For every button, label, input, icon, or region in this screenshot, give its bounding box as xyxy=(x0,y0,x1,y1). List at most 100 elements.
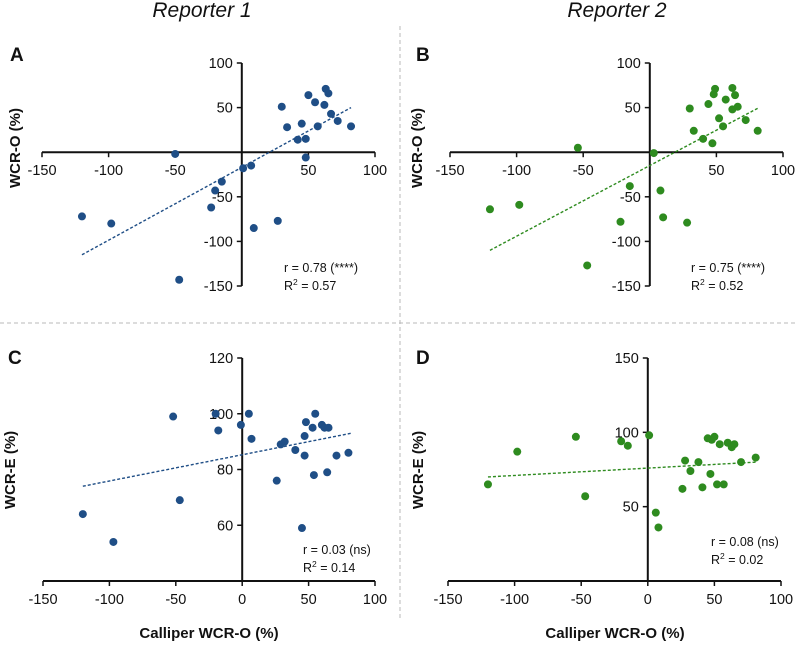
y-tick-label-b-4: 100 xyxy=(617,56,641,72)
x-tick-label-d-5: 100 xyxy=(769,592,793,608)
data-point-a-8 xyxy=(247,161,256,170)
data-point-c-15 xyxy=(300,451,309,460)
data-point-d-8 xyxy=(654,523,663,532)
data-point-a-25 xyxy=(347,122,356,131)
stat-r2-value-c: = 0.14 xyxy=(317,561,356,575)
data-point-a-1 xyxy=(107,219,116,228)
x-tick-label-a-4: 100 xyxy=(363,163,387,179)
data-point-c-14 xyxy=(300,432,309,441)
y-tick-label-b-0: -150 xyxy=(612,279,641,295)
data-point-a-6 xyxy=(217,177,226,186)
data-point-d-17 xyxy=(710,432,719,441)
data-point-c-2 xyxy=(169,412,178,421)
x-tick-label-c-3: 0 xyxy=(238,592,246,608)
stat-r2-superscript-b: 2 xyxy=(700,277,705,287)
data-point-a-23 xyxy=(327,109,336,118)
data-point-c-19 xyxy=(311,409,320,418)
y-tick-label-c-0: 60 xyxy=(217,518,233,534)
data-point-d-10 xyxy=(681,456,690,465)
data-point-a-14 xyxy=(297,119,306,128)
x-tick-label-b-1: -100 xyxy=(502,163,531,179)
x-tick-label-d-1: -100 xyxy=(500,592,529,608)
data-point-c-22 xyxy=(323,468,332,477)
x-tick-label-a-1: -100 xyxy=(94,163,123,179)
data-point-d-20 xyxy=(719,480,728,489)
data-point-b-6 xyxy=(649,149,658,158)
data-point-b-17 xyxy=(715,114,724,123)
column-title-reporter-2: Reporter 2 xyxy=(567,0,667,22)
data-point-b-9 xyxy=(683,218,692,227)
data-point-b-8 xyxy=(659,213,668,222)
trend-line-c xyxy=(82,432,352,487)
data-point-d-6 xyxy=(645,431,654,440)
x-tick-label-a-0: -150 xyxy=(27,163,56,179)
x-tick-label-c-2: -50 xyxy=(165,592,186,608)
stat-r2-d: R2 = 0.02 xyxy=(711,551,763,567)
stat-r-d: r = 0.08 (ns) xyxy=(711,535,779,549)
data-point-a-11 xyxy=(277,102,286,111)
y-tick-label-c-1: 80 xyxy=(217,463,233,479)
data-point-d-12 xyxy=(694,458,703,467)
y-axis-title-a: WCR-O (%) xyxy=(7,108,24,188)
data-point-b-5 xyxy=(625,182,634,191)
stat-r-c: r = 0.03 (ns) xyxy=(303,543,371,557)
data-point-d-9 xyxy=(678,484,687,493)
y-tick-label-d-2: 150 xyxy=(615,351,639,367)
x-tick-label-d-4: 50 xyxy=(706,592,722,608)
data-point-c-16 xyxy=(301,418,310,427)
y-axis-title-c: WCR-E (%) xyxy=(2,431,19,509)
data-point-a-3 xyxy=(175,275,184,284)
data-point-b-23 xyxy=(733,102,742,111)
data-point-c-17 xyxy=(308,423,317,432)
data-point-a-13 xyxy=(293,135,302,144)
column-title-reporter-1: Reporter 1 xyxy=(152,0,251,22)
y-tick-label-a-4: 100 xyxy=(209,56,233,72)
y-tick-label-a-0: -150 xyxy=(204,279,233,295)
data-point-c-1 xyxy=(109,537,118,546)
x-tick-label-d-3: 0 xyxy=(644,592,652,608)
stat-r-a: r = 0.78 (****) xyxy=(284,261,358,275)
stat-r2-b: R2 = 0.52 xyxy=(691,277,743,293)
data-point-b-7 xyxy=(656,186,665,195)
y-tick-label-b-2: -50 xyxy=(620,190,641,206)
x-tick-label-c-1: -100 xyxy=(95,592,124,608)
data-point-a-20 xyxy=(320,100,329,109)
data-point-d-25 xyxy=(751,453,760,462)
data-point-b-3 xyxy=(583,261,592,270)
x-tick-label-c-0: -150 xyxy=(28,592,57,608)
data-point-c-13 xyxy=(297,524,306,533)
data-point-c-6 xyxy=(236,420,245,429)
data-point-a-7 xyxy=(239,164,248,173)
data-point-a-15 xyxy=(301,134,310,143)
data-point-b-11 xyxy=(689,126,698,135)
x-tick-label-b-4: 100 xyxy=(771,163,795,179)
data-point-b-13 xyxy=(704,100,713,109)
panel-label-d: D xyxy=(416,348,430,369)
y-tick-label-b-1: -100 xyxy=(612,234,641,250)
data-point-b-0 xyxy=(485,205,494,214)
data-point-b-24 xyxy=(741,116,750,125)
data-point-a-5 xyxy=(211,186,220,195)
x-tick-label-c-4: 50 xyxy=(301,592,317,608)
data-point-d-1 xyxy=(513,447,522,456)
data-point-c-11 xyxy=(280,437,289,446)
y-axis-title-b: WCR-O (%) xyxy=(409,108,426,188)
panel-b: -150 -100 -50 50 100 -150 -100 -50 50 100 B WCR-O (… xyxy=(409,45,795,295)
data-point-a-12 xyxy=(283,123,292,132)
data-point-c-12 xyxy=(291,445,300,454)
data-point-a-16 xyxy=(304,91,313,100)
stat-r2-symbol-c: R xyxy=(303,561,312,575)
y-axis-title-d: WCR-E (%) xyxy=(410,431,427,509)
data-point-b-4 xyxy=(616,217,625,226)
stat-r2-superscript-a: 2 xyxy=(293,277,298,287)
data-point-b-16 xyxy=(711,84,720,93)
data-point-c-5 xyxy=(214,426,223,435)
stat-r2-value-d: = 0.02 xyxy=(725,553,764,567)
stat-r2-c: R2 = 0.14 xyxy=(303,559,355,575)
data-point-c-7 xyxy=(244,409,253,418)
data-point-c-3 xyxy=(175,496,184,505)
x-tick-label-d-2: -50 xyxy=(571,592,592,608)
y-tick-label-a-1: -100 xyxy=(204,234,233,250)
